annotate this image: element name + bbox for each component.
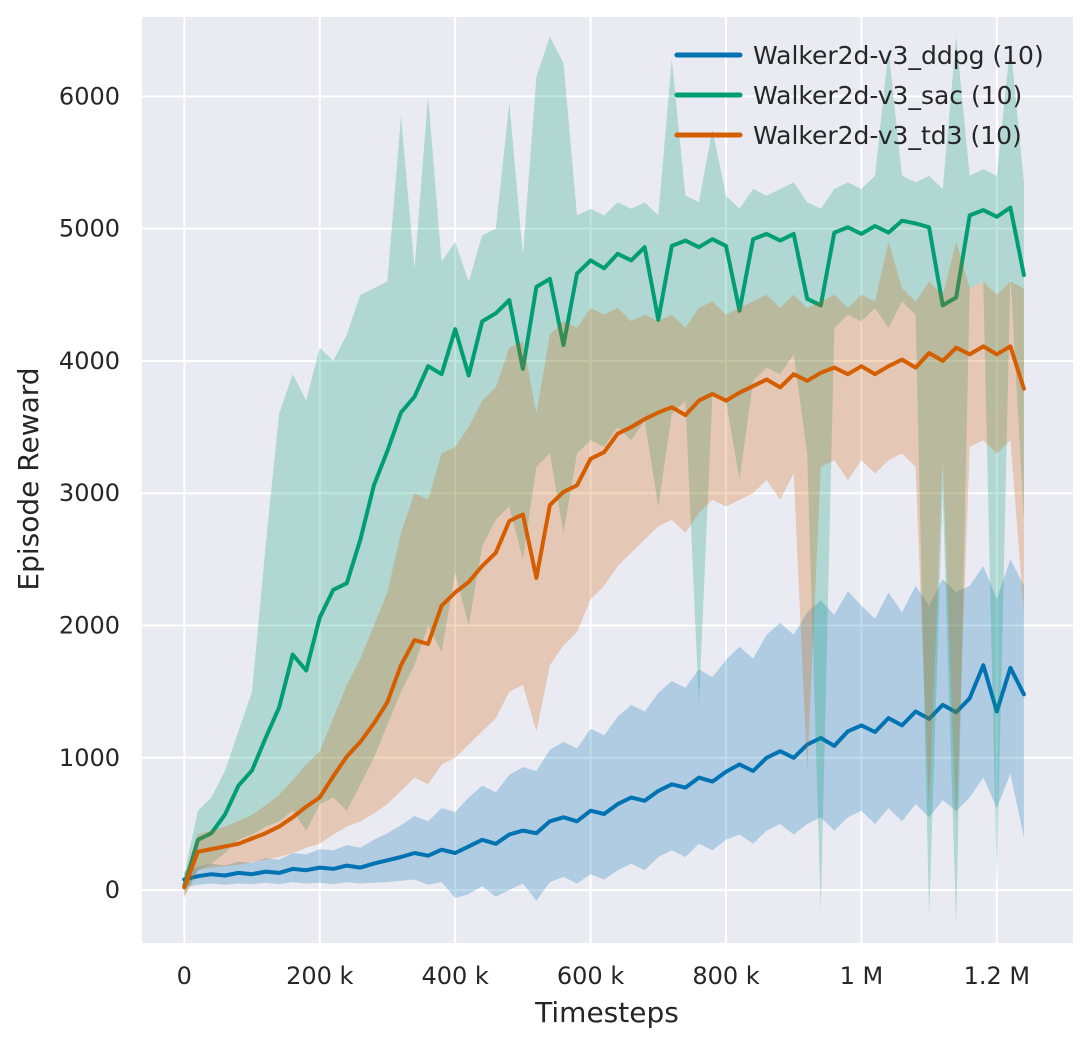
x-tick-label: 200 k	[286, 962, 353, 990]
legend-item: Walker2d-v3_ddpg (10)	[674, 41, 1044, 70]
legend-label: Walker2d-v3_sac (10)	[753, 81, 1022, 110]
y-tick-label: 3000	[59, 479, 120, 507]
confidence-band-Walker2d-v3_sac (10)	[184, 36, 1024, 924]
x-tick-label: 1.2 M	[964, 962, 1031, 990]
legend-label: Walker2d-v3_td3 (10)	[753, 121, 1022, 150]
series-line-Walker2d-v3_sac (10)	[182, 205, 1026, 889]
x-axis-label: Timesteps	[534, 996, 679, 1029]
confidence-band-Walker2d-v3_td3 (10)	[184, 241, 1024, 898]
y-tick-label: 6000	[59, 82, 120, 110]
x-tick-label: 800 k	[692, 962, 759, 990]
x-tick-label: 600 k	[557, 962, 624, 990]
x-tick-label: 1 M	[840, 962, 884, 990]
legend-label: Walker2d-v3_ddpg (10)	[753, 41, 1044, 70]
legend-item: Walker2d-v3_sac (10)	[674, 81, 1022, 110]
y-tick-label: 5000	[59, 215, 120, 243]
plot-region: 0 200 k 400 k 600 k 800 k 1 M 1.2 M 0 1000 2000 30…	[59, 17, 1073, 990]
plot-area	[142, 17, 1073, 943]
y-tick-label: 1000	[59, 744, 120, 772]
confidence-band-Walker2d-v3_ddpg (10)	[184, 559, 1024, 901]
legend: Walker2d-v3_ddpg (10) Walker2d-v3_sac (10…	[674, 41, 1044, 150]
series-line-Walker2d-v3_td3 (10)	[182, 344, 1026, 890]
y-tick-label: 0	[105, 876, 120, 904]
x-tick-label: 0	[177, 962, 192, 990]
legend-item: Walker2d-v3_td3 (10)	[674, 121, 1022, 150]
series-layer	[182, 36, 1026, 924]
x-tick-label: 400 k	[421, 962, 488, 990]
y-tick-label: 2000	[59, 612, 120, 640]
y-tick-label: 4000	[59, 347, 120, 375]
y-axis-label: Episode Reward	[12, 367, 45, 590]
series-line-Walker2d-v3_ddpg (10)	[182, 663, 1026, 882]
